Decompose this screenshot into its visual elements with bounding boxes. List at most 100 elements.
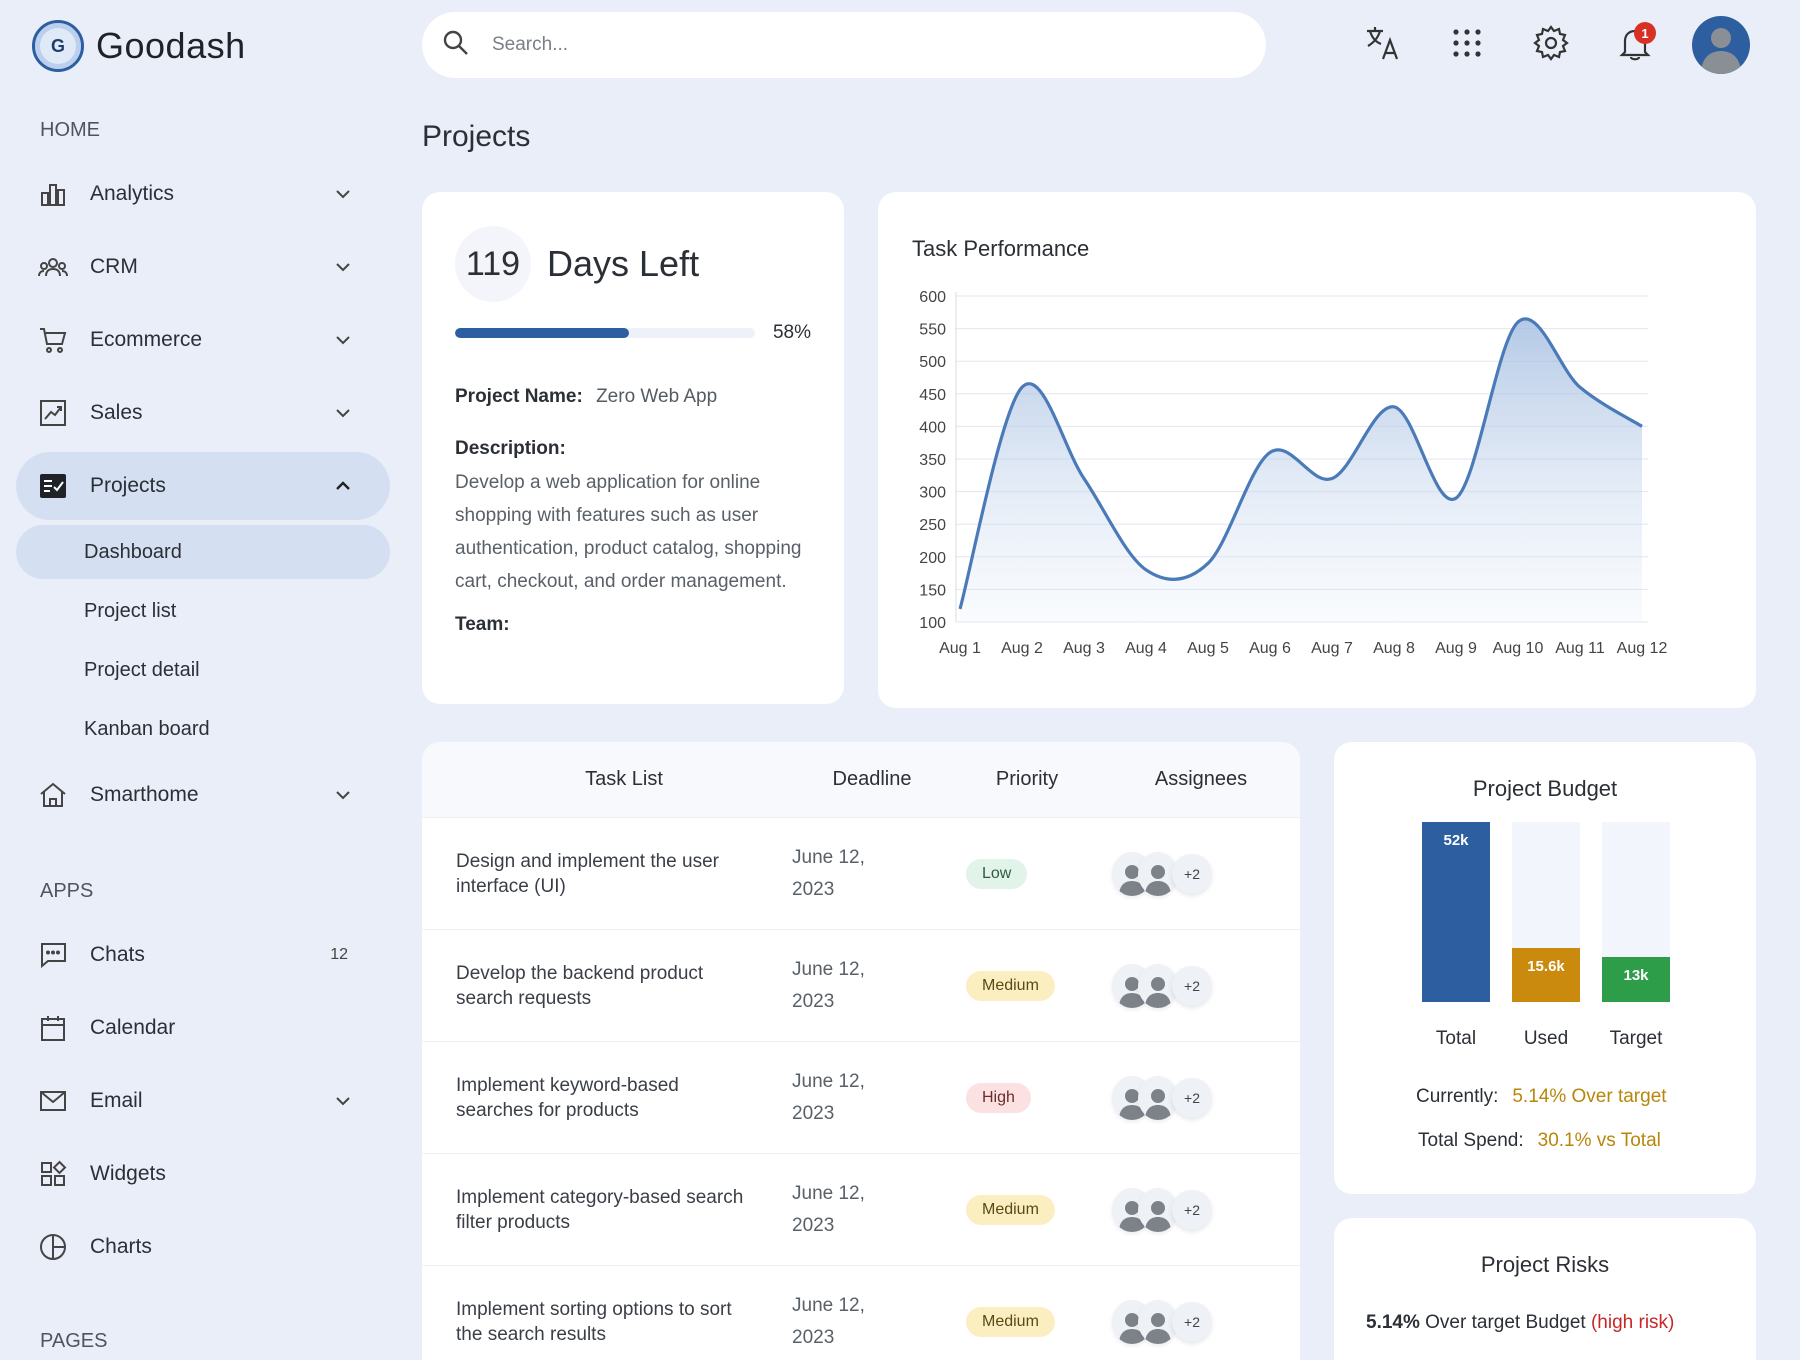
chat-icon xyxy=(38,940,68,970)
task-assignees: +2 xyxy=(1102,1187,1300,1232)
task-performance-chart: 600 550 500 450 400 350 300 250 200 150 100 Aug 1 Au… xyxy=(919,289,1668,657)
project-budget-card: Project Budget 52k Total 15.6k Used 13k Targe… xyxy=(1334,742,1756,1194)
apps-grid-icon[interactable] xyxy=(1444,20,1490,66)
more-assignees-badge[interactable]: +2 xyxy=(1172,853,1212,894)
sidebar-item-smarthome[interactable]: Smarthome xyxy=(16,761,390,829)
priority-badge: Medium xyxy=(966,1306,1055,1337)
section-label-apps: APPS xyxy=(40,879,94,902)
more-assignees-badge[interactable]: +2 xyxy=(1172,965,1212,1006)
x-tick-label: Aug 12 xyxy=(1617,640,1668,657)
y-tick-label: 200 xyxy=(919,550,946,567)
sidebar-item-label: Sales xyxy=(90,401,143,424)
task-priority: Medium xyxy=(952,1306,1102,1337)
task-name: Implement keyword-based searches for pro… xyxy=(456,1074,679,1121)
assignee-avatar[interactable] xyxy=(1138,963,1178,1008)
sidebar-item-sales[interactable]: Sales xyxy=(16,379,390,447)
sidebar: HOME Analytics CRM Ecommerce Sales Proje… xyxy=(16,100,390,1360)
task-assignees: +2 xyxy=(1102,963,1300,1008)
budget-currently-value: 5.14% Over target xyxy=(1512,1086,1667,1107)
y-tick-label: 600 xyxy=(919,289,946,306)
calendar-icon xyxy=(38,1013,68,1043)
risk-text: Over target Budget xyxy=(1425,1312,1586,1333)
table-row[interactable]: Design and implement the user interface … xyxy=(422,818,1300,930)
priority-badge: Medium xyxy=(966,970,1055,1001)
more-assignees-badge[interactable]: +2 xyxy=(1172,1301,1212,1342)
table-row[interactable]: Implement keyword-based searches for pro… xyxy=(422,1042,1300,1154)
header-priority[interactable]: Priority xyxy=(995,768,1059,790)
project-summary-card: 119 Days Left 58% Project Name: Zero Web… xyxy=(422,192,844,704)
brand[interactable]: G Goodash xyxy=(32,20,246,72)
sidebar-subitem-project-list[interactable]: Project list xyxy=(84,599,177,622)
sidebar-subitem-project-detail[interactable]: Project detail xyxy=(84,658,200,681)
x-tick-label: Aug 11 xyxy=(1555,640,1605,657)
task-priority: Medium xyxy=(952,970,1102,1001)
task-deadline: June 12, 2023 xyxy=(792,1290,952,1354)
chevron-down-icon xyxy=(332,329,354,351)
assignee-avatar[interactable] xyxy=(1138,1187,1178,1232)
sidebar-item-crm[interactable]: CRM xyxy=(16,233,390,301)
days-left-count: 119 xyxy=(455,226,531,302)
task-deadline-date: June 12, xyxy=(792,958,865,980)
sidebar-item-chats[interactable]: Chats 12 xyxy=(16,921,390,989)
search-icon xyxy=(442,29,470,62)
section-label-home: HOME xyxy=(40,118,100,141)
sidebar-item-email[interactable]: Email xyxy=(16,1067,390,1135)
days-left-label: Days Left xyxy=(547,243,700,284)
project-name-value: Zero Web App xyxy=(596,386,718,407)
budget-bar: 15.6k xyxy=(1512,948,1580,1002)
search-input[interactable] xyxy=(492,34,1192,56)
trend-icon xyxy=(38,398,68,428)
task-deadline-date: June 12, xyxy=(792,1182,865,1204)
task-deadline-year: 2023 xyxy=(792,1326,835,1348)
sidebar-subitem-kanban-board[interactable]: Kanban board xyxy=(84,717,210,740)
sidebar-item-widgets[interactable]: Widgets xyxy=(16,1140,390,1208)
task-priority: Low xyxy=(952,858,1102,889)
y-tick-label: 100 xyxy=(919,615,946,632)
sidebar-item-charts[interactable]: Charts xyxy=(16,1213,390,1281)
header-task-list[interactable]: Task List xyxy=(585,768,663,790)
task-deadline-date: June 12, xyxy=(792,1294,865,1316)
budget-bar-track: 15.6k xyxy=(1512,822,1580,1002)
search-bar[interactable] xyxy=(422,12,1266,78)
more-assignees-badge[interactable]: +2 xyxy=(1172,1077,1212,1118)
sidebar-item-calendar[interactable]: Calendar xyxy=(16,994,390,1062)
x-tick-label: Aug 4 xyxy=(1125,640,1167,657)
budget-spend-value: 30.1% vs Total xyxy=(1537,1130,1661,1151)
chevron-down-icon xyxy=(332,784,354,806)
assignee-avatar[interactable] xyxy=(1138,851,1178,896)
task-deadline: June 12, 2023 xyxy=(792,842,952,906)
assignee-avatar[interactable] xyxy=(1138,1075,1178,1120)
bell-icon[interactable]: 1 xyxy=(1612,20,1658,66)
people-icon xyxy=(38,252,68,282)
sidebar-item-projects[interactable]: Projects xyxy=(16,452,390,520)
risk-line: 5.14% Over target Budget (high risk) xyxy=(1366,1312,1674,1334)
x-tick-label: Aug 9 xyxy=(1435,640,1477,657)
section-label-pages: PAGES xyxy=(40,1329,108,1352)
task-deadline-year: 2023 xyxy=(792,1102,835,1124)
budget-bar-label: Target xyxy=(1609,1028,1663,1049)
x-tick-label: Aug 6 xyxy=(1249,640,1291,657)
gear-icon[interactable] xyxy=(1528,20,1574,66)
more-assignees-badge[interactable]: +2 xyxy=(1172,1189,1212,1230)
table-row[interactable]: Implement category-based search filter p… xyxy=(422,1154,1300,1266)
task-name: Develop the backend product search reque… xyxy=(456,962,704,1009)
translate-icon[interactable] xyxy=(1360,20,1406,66)
x-tick-label: Aug 5 xyxy=(1187,640,1229,657)
table-row[interactable]: Develop the backend product search reque… xyxy=(422,930,1300,1042)
chevron-down-icon xyxy=(332,256,354,278)
table-header: Task List Deadline Priority Assignees xyxy=(422,742,1300,818)
table-row[interactable]: Implement sorting options to sort the se… xyxy=(422,1266,1300,1360)
assignee-avatar[interactable] xyxy=(1138,1299,1178,1344)
sidebar-item-analytics[interactable]: Analytics xyxy=(16,160,390,228)
task-name: Implement category-based search filter p… xyxy=(456,1186,744,1233)
brand-name: Goodash xyxy=(96,25,246,66)
x-tick-label: Aug 2 xyxy=(1001,640,1043,657)
sidebar-item-ecommerce[interactable]: Ecommerce xyxy=(16,306,390,374)
budget-bar-label: Total xyxy=(1435,1028,1477,1049)
description-label: Description: xyxy=(455,438,566,459)
budget-currently: Currently: 5.14% Over target xyxy=(1416,1086,1667,1108)
sidebar-subitem-dashboard[interactable]: Dashboard xyxy=(16,525,390,579)
header-assignees[interactable]: Assignees xyxy=(1154,768,1248,790)
avatar[interactable] xyxy=(1692,16,1750,74)
header-deadline[interactable]: Deadline xyxy=(832,768,912,790)
